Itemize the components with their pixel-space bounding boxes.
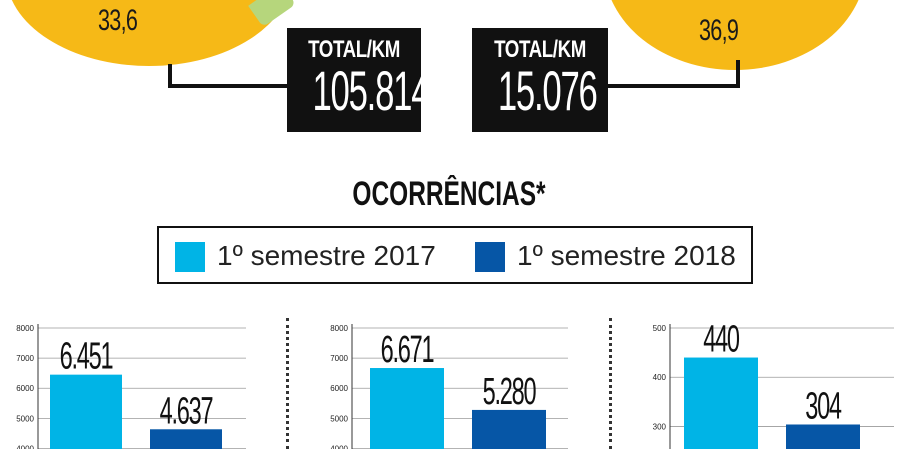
bar-2017 <box>370 368 444 449</box>
y-tick-label: 6000 <box>330 384 348 393</box>
legend-swatch-2018 <box>475 242 505 272</box>
bar-value-label: 6.671 <box>381 327 435 370</box>
pie-right-value: 36,9 <box>699 14 739 47</box>
legend-label-2018: 1º semestre 2018 <box>517 240 736 271</box>
section-title: OCORRÊNCIAS* <box>352 175 546 213</box>
legend-swatch-2017 <box>175 242 205 272</box>
total-box-right: TOTAL/KM 15.076 <box>472 28 608 132</box>
bar-2018 <box>150 429 222 449</box>
y-tick-label: 5000 <box>16 414 34 423</box>
y-tick-label: 7000 <box>330 354 348 363</box>
y-tick-label: 4000 <box>330 444 348 449</box>
y-tick-label: 500 <box>653 324 667 333</box>
y-tick-label: 5000 <box>330 414 348 423</box>
bar-2017 <box>684 357 758 449</box>
bar-2018 <box>472 409 546 449</box>
total-label: TOTAL/KM <box>494 36 586 63</box>
bar-value-label: 4.637 <box>160 388 213 431</box>
y-tick-label: 6000 <box>16 384 34 393</box>
bar-chart-1: 4000 5000 6000 7000 8000 6.451 4.637 <box>16 324 246 449</box>
bar-2017 <box>50 374 122 449</box>
y-tick-label: 4000 <box>16 444 34 449</box>
y-tick-label: 300 <box>653 422 667 431</box>
total-value: 15.076 <box>497 59 598 122</box>
bar-value-label: 440 <box>703 317 739 360</box>
y-tick-label: 400 <box>653 373 667 382</box>
bar-chart-2: 4000 5000 6000 7000 8000 6.671 5.280 <box>330 324 568 449</box>
y-tick-label: 7000 <box>16 354 34 363</box>
bar-value-label: 304 <box>805 384 841 427</box>
total-box-left: TOTAL/KM 105.814 <box>287 28 431 132</box>
total-value: 105.814 <box>312 59 430 122</box>
total-label: TOTAL/KM <box>308 36 400 63</box>
connector-right <box>608 60 740 88</box>
bar-value-label: 6.451 <box>60 334 114 377</box>
legend: 1º semestre 2017 1º semestre 2018 <box>157 226 753 284</box>
separator-2 <box>609 318 612 449</box>
legend-label-2017: 1º semestre 2017 <box>217 240 436 271</box>
bar-value-label: 5.280 <box>483 369 537 412</box>
y-tick-label: 8000 <box>330 324 348 333</box>
y-tick-label: 8000 <box>16 324 34 333</box>
pie-left-value: 33,6 <box>98 4 138 37</box>
bar-2018 <box>786 424 860 449</box>
pie-left <box>6 0 292 66</box>
bar-chart-3: 300 400 500 440 304 <box>653 317 894 449</box>
connector-left <box>168 64 290 88</box>
separator-1 <box>286 318 289 449</box>
